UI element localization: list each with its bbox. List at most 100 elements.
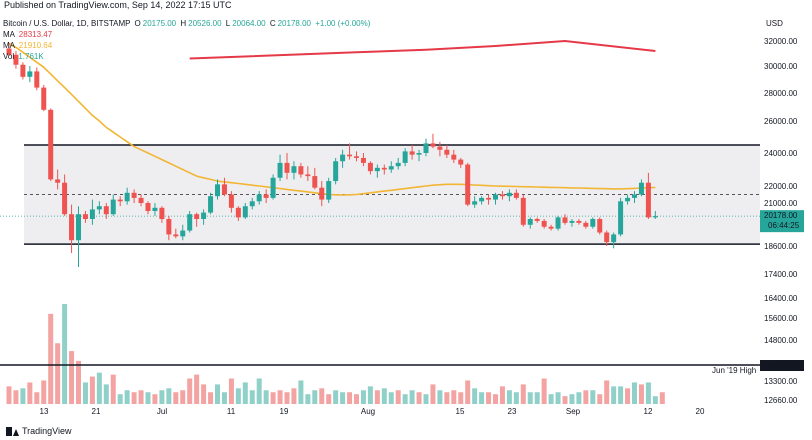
candle-body	[604, 232, 610, 243]
tradingview-brand[interactable]: TradingView	[6, 426, 72, 436]
volume-bar	[472, 388, 478, 404]
volume-bar	[625, 388, 631, 404]
ma-slow-line	[189, 39, 656, 60]
candle-body	[69, 214, 75, 241]
symbol-label: Bitcoin / U.S. Dollar, 1D, BITSTAMP	[3, 19, 131, 28]
volume-bar	[340, 392, 346, 404]
candle-body	[215, 184, 220, 197]
candle-body	[131, 192, 137, 198]
volume-bar	[604, 380, 610, 404]
y-tick-label: 32000.00	[764, 37, 798, 46]
candle-body	[194, 214, 200, 219]
volume-bar	[590, 390, 596, 404]
chart-legend: Bitcoin / U.S. Dollar, 1D, BITSTAMP O 201…	[3, 18, 423, 62]
volume-bar	[374, 390, 380, 404]
y-tick-label: 26000.00	[764, 117, 798, 126]
volume-bar	[48, 313, 54, 404]
brand-name: TradingView	[22, 426, 72, 436]
volume-bar	[618, 386, 624, 404]
open-value: 20175.00	[142, 19, 177, 28]
candle-body	[451, 154, 457, 160]
volume-bar	[256, 378, 262, 404]
ohlc-row: Bitcoin / U.S. Dollar, 1D, BITSTAMP O 201…	[3, 18, 423, 29]
candle-body	[444, 149, 450, 155]
volume-bar	[76, 360, 81, 404]
y-tick-label: 18600.00	[764, 242, 798, 251]
candle-body	[548, 226, 554, 229]
candle-body	[221, 184, 227, 195]
volume-bar	[569, 394, 575, 404]
ma1-row[interactable]: MA 28313.47	[3, 29, 423, 40]
volume-bar	[360, 390, 366, 404]
volume-bar	[499, 386, 505, 404]
volume-bar	[138, 390, 144, 404]
volume-bar	[506, 390, 512, 404]
candle-body	[555, 217, 561, 229]
volume-bar	[221, 392, 227, 404]
close-value: 20178.00	[277, 19, 311, 28]
volume-bar	[479, 392, 485, 404]
volume-bar	[110, 374, 116, 404]
candle-body	[62, 182, 68, 215]
candle-body	[583, 222, 589, 227]
ma2-label: MA	[3, 41, 15, 50]
volume-bar	[326, 394, 332, 404]
volume-bar	[180, 390, 186, 404]
volume-bar	[333, 390, 339, 404]
candle-body	[520, 197, 526, 225]
candle-body	[6, 48, 12, 55]
volume-bar	[34, 392, 40, 404]
volume-bar	[228, 378, 234, 404]
x-tick-label: 23	[508, 407, 517, 416]
candle-body	[82, 214, 88, 219]
candle-body	[395, 162, 401, 167]
ma2-row[interactable]: MA 21910.64	[3, 40, 423, 51]
candle-body	[562, 217, 568, 223]
x-tick-label: 15	[456, 407, 465, 416]
candle-body	[458, 159, 464, 165]
candle-body	[381, 167, 387, 170]
x-tick-label: Sep	[566, 407, 581, 416]
volume-bar	[69, 351, 75, 404]
candle-body	[145, 203, 151, 211]
volume-bar	[13, 390, 19, 404]
volume-bar	[493, 394, 498, 404]
candle-body	[187, 214, 193, 231]
volume-bar	[416, 392, 422, 404]
x-tick-label: Aug	[361, 407, 375, 416]
high-label: H	[180, 19, 187, 28]
candle-body	[152, 207, 158, 211]
x-tick-label: 19	[280, 407, 289, 416]
candle-body	[41, 87, 47, 110]
candle-body	[541, 220, 547, 227]
volume-bar	[381, 388, 387, 404]
y-tick-label: 22000.00	[764, 182, 798, 191]
high-value: 20526.00	[188, 19, 222, 28]
volume-bar	[159, 390, 165, 404]
x-tick-label: 13	[40, 407, 49, 416]
volume-row[interactable]: Vol 1.761K	[3, 51, 423, 62]
candle-body	[632, 194, 637, 198]
candle-body	[277, 162, 283, 178]
volume-bar	[430, 384, 436, 404]
volume-bar	[6, 386, 12, 404]
candle-body	[409, 151, 415, 155]
volume-bar	[291, 388, 297, 404]
candle-body	[354, 156, 359, 158]
x-tick-label: 12	[644, 407, 653, 416]
price-chart[interactable]: Jun '19 High 13880.00 USD 32000.00 30000.00 2…	[0, 0, 812, 424]
candle-body	[263, 194, 269, 198]
volume-value: 1.761K	[18, 52, 44, 61]
volume-bar	[20, 388, 26, 404]
currency-label: USD	[766, 19, 783, 28]
y-tick-label: 12660.00	[764, 396, 798, 405]
volume-bar	[270, 392, 276, 404]
published-text: Published on TradingView.com, Sep 14, 20…	[4, 0, 232, 10]
candle-body	[117, 199, 123, 202]
volume-bar	[451, 390, 457, 404]
y-tick-label: 24000.00	[764, 149, 798, 158]
candle-body	[611, 234, 617, 243]
jun-19-high-label: Jun '19 High	[712, 366, 756, 375]
high-price-tag	[760, 360, 804, 371]
candle-body	[499, 194, 505, 197]
